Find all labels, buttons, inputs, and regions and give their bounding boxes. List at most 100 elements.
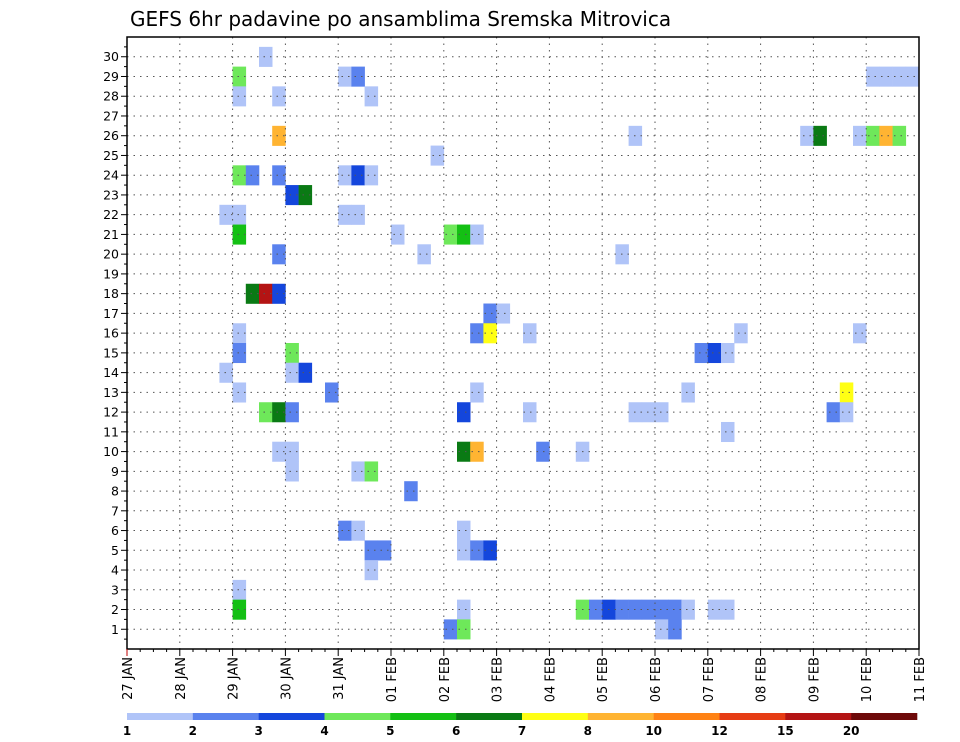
heatmap-cell xyxy=(470,224,484,245)
heatmap-cell xyxy=(892,125,907,146)
heatmap-cell xyxy=(232,165,247,186)
heatmap-cell xyxy=(272,441,286,462)
x-tick-label: 09 FEB xyxy=(807,657,822,702)
y-tick-label: 17 xyxy=(103,306,119,321)
y-tick-label: 26 xyxy=(103,128,119,143)
heatmap-cell xyxy=(272,86,286,107)
heatmap-cell xyxy=(892,66,907,87)
heatmap-cell xyxy=(232,224,247,245)
legend-swatch xyxy=(653,713,720,720)
heatmap-cell xyxy=(681,599,695,620)
legend-swatch xyxy=(719,713,786,720)
heatmap-cell xyxy=(668,619,682,640)
y-tick-label: 4 xyxy=(111,563,119,578)
heatmap-cell xyxy=(457,520,471,541)
heatmap-cell xyxy=(457,619,471,640)
heatmap-cell xyxy=(285,461,299,482)
legend-label: 15 xyxy=(777,724,794,738)
heatmap-cell xyxy=(707,599,722,620)
y-tick-label: 23 xyxy=(103,187,119,202)
heatmap-cells xyxy=(219,46,920,640)
heatmap-cell xyxy=(523,402,537,423)
heatmap-cell xyxy=(839,402,854,423)
y-tick-label: 19 xyxy=(103,266,119,281)
x-tick-label: 04 FEB xyxy=(543,657,558,702)
heatmap-cell xyxy=(351,461,365,482)
y-tick-label: 12 xyxy=(103,405,119,420)
heatmap-cell xyxy=(298,185,313,206)
y-tick-label: 29 xyxy=(103,69,119,84)
legend-swatch xyxy=(390,713,457,720)
heatmap-cell xyxy=(364,540,379,561)
heatmap-cell xyxy=(905,66,920,87)
heatmap-cell xyxy=(285,185,299,206)
legend-label: 3 xyxy=(254,724,262,738)
heatmap-cell xyxy=(391,224,405,245)
heatmap-cell xyxy=(694,343,709,364)
heatmap-cell xyxy=(351,520,365,541)
heatmap-cell xyxy=(641,599,656,620)
y-tick-label: 14 xyxy=(103,365,119,380)
y-tick-label: 16 xyxy=(103,326,119,341)
y-tick-label: 13 xyxy=(103,385,119,400)
heatmap-cell xyxy=(285,362,299,383)
heatmap-cell xyxy=(470,323,484,344)
heatmap-cell xyxy=(443,619,458,640)
legend-swatch xyxy=(192,713,259,720)
legend-label: 1 xyxy=(123,724,131,738)
legend-swatch xyxy=(587,713,654,720)
legend-label: 10 xyxy=(645,724,662,738)
x-tick-label: 08 FEB xyxy=(755,657,770,702)
x-tick-label: 27 JAN xyxy=(121,657,136,700)
y-tick-label: 15 xyxy=(103,345,119,360)
heatmap-cell xyxy=(826,402,841,423)
heatmap-cell xyxy=(443,224,458,245)
color-legend: 1 2 3 4 5 6 7 8 10 12 15 20 xyxy=(123,713,918,738)
x-tick-label: 31 JAN xyxy=(332,657,347,700)
heatmap-cell xyxy=(272,165,286,186)
legend-label: 2 xyxy=(189,724,197,738)
x-tick-label: 07 FEB xyxy=(702,657,717,702)
heatmap-cell xyxy=(483,303,497,324)
heatmap-cell xyxy=(364,86,379,107)
legend-swatch xyxy=(127,713,194,720)
heatmap-cell xyxy=(457,540,471,561)
heatmap-cell xyxy=(232,579,247,600)
heatmap-cell xyxy=(298,362,313,383)
heatmap-cell xyxy=(232,382,247,403)
y-tick-label: 6 xyxy=(111,523,119,538)
heatmap-cell xyxy=(839,382,854,403)
y-tick-label: 9 xyxy=(111,464,119,479)
y-tick-label: 10 xyxy=(103,444,119,459)
heatmap-cell xyxy=(721,421,735,443)
heatmap-cell xyxy=(655,402,669,423)
heatmap-cell xyxy=(470,382,484,403)
heatmap-cell xyxy=(272,244,286,265)
heatmap-cell xyxy=(259,402,273,423)
legend-swatch xyxy=(785,713,852,720)
heatmap-cell xyxy=(285,441,299,462)
heatmap-cell xyxy=(364,165,379,186)
heatmap-cell xyxy=(232,204,247,225)
heatmap-cell xyxy=(813,125,827,146)
heatmap-cell xyxy=(457,599,471,620)
heatmap-cell xyxy=(707,343,722,364)
heatmap-cell xyxy=(285,402,299,423)
heatmap-cell xyxy=(866,125,880,146)
legend-swatch xyxy=(522,713,589,720)
x-tick-label: 11 FEB xyxy=(913,657,928,702)
heatmap-cell xyxy=(879,125,893,146)
x-tick-label: 28 JAN xyxy=(174,657,189,700)
heatmap-cell xyxy=(721,343,735,364)
y-tick-label: 27 xyxy=(103,108,119,123)
legend-swatch xyxy=(324,713,391,720)
heatmap-cell xyxy=(232,343,247,364)
x-tick-label: 06 FEB xyxy=(649,657,664,702)
heatmap-cell xyxy=(232,86,247,107)
x-tick-label: 05 FEB xyxy=(596,657,611,702)
x-tick-label: 01 FEB xyxy=(385,657,400,702)
y-axis: 1234567891011121314151617181920212223242… xyxy=(103,46,127,640)
heatmap-cell xyxy=(417,244,431,265)
heatmap-cell xyxy=(866,66,880,87)
